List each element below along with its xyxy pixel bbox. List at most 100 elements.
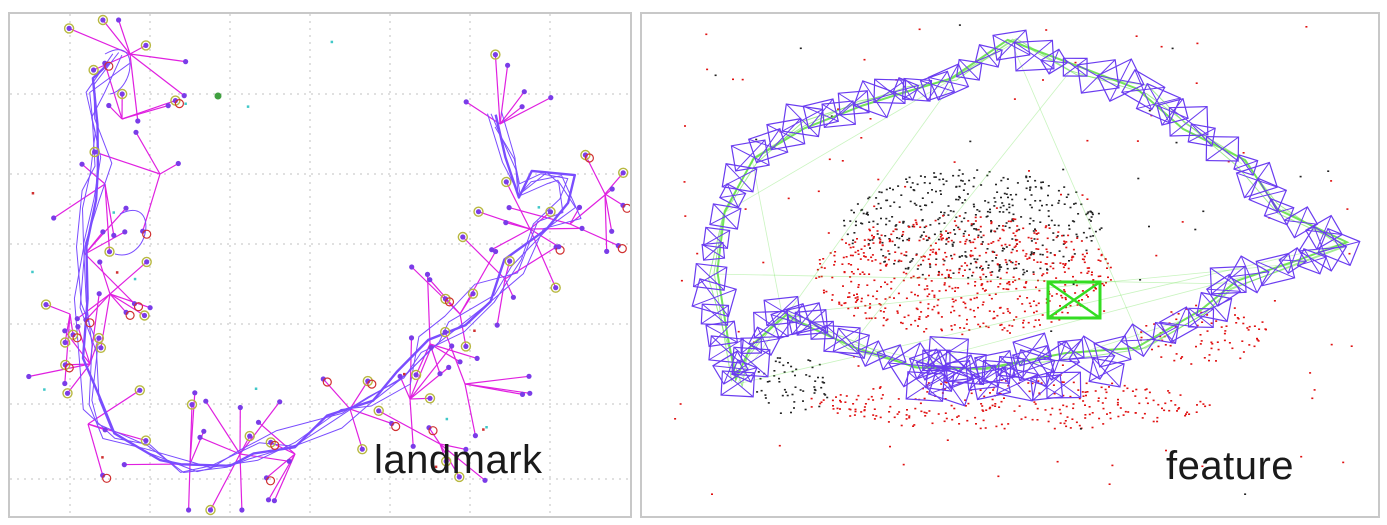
map-point [942,258,945,261]
map-point [1035,233,1038,235]
map-point [1059,422,1062,424]
map-point [778,361,781,364]
map-point [1216,341,1219,343]
map-point [971,254,974,257]
map-point [898,206,901,208]
map-point [958,195,961,198]
map-point [836,412,839,414]
map-point [1062,255,1065,258]
map-point [998,211,1001,213]
map-point [778,377,780,380]
map-point [949,210,952,212]
map-point [811,366,814,369]
keyframe [802,98,840,130]
map-point [937,274,940,276]
keyframe-frustum [722,163,757,193]
keyframe [1156,98,1189,126]
map-point [952,272,955,274]
map-point [1062,234,1065,237]
map-point [978,254,981,257]
map-point [910,276,913,279]
keyframe-image-plane [1011,349,1056,387]
keyframe-image-plane [692,262,728,291]
map-point [909,186,912,189]
map-point [1330,180,1333,182]
map-point [1045,225,1048,227]
map-point [1064,263,1067,265]
map-point [921,197,924,199]
observation-link [349,408,363,450]
map-point [813,388,816,391]
map-point [1140,331,1143,333]
map-point [768,380,771,383]
map-point [1027,236,1030,239]
map-point [1027,382,1030,384]
observation-link [499,65,509,125]
map-point [1006,263,1009,266]
map-point [1082,231,1085,234]
map-point [888,296,891,299]
map-point [907,314,910,317]
map-point [958,196,961,199]
map-point [832,408,835,410]
keyframe-frustum [1169,106,1209,137]
keyframe-frustum [902,78,932,102]
map-point [982,234,985,237]
map-point [950,325,953,327]
map-point [991,271,994,273]
observation-link [465,101,501,125]
landmark-marker [460,341,472,352]
map-point [940,211,942,213]
map-point [1210,322,1213,324]
map-point [981,405,984,407]
map-point [1018,278,1021,280]
map-point [1248,344,1251,346]
map-point [1025,187,1028,190]
map-point [1196,404,1198,406]
map-point [1086,198,1089,200]
map-point [925,204,928,207]
map-point [980,403,983,405]
observation-link [87,389,141,425]
landmark-marker [140,40,152,51]
map-point [989,392,991,394]
map-point [892,188,894,191]
map-point [1088,413,1091,416]
map-point [990,230,992,233]
map-point [706,68,709,71]
map-point [898,221,901,223]
map-point [1169,344,1172,347]
map-point [976,258,979,261]
map-point [1348,252,1351,255]
map-point [762,261,765,264]
map-point [1104,397,1107,399]
map-point [882,317,885,319]
keyframe-image-plane [1046,371,1082,399]
map-point [902,220,905,223]
map-point [865,317,868,320]
landmark-marker [104,246,115,257]
map-point [1092,235,1095,237]
map-point [839,408,841,410]
map-point [1061,296,1064,299]
map-point [869,247,871,249]
map-point [1063,289,1066,291]
map-point [973,228,976,230]
landmark-point [51,215,57,221]
map-point [1346,208,1349,210]
map-point [857,365,860,367]
map-point [974,281,977,283]
map-point [1076,237,1079,239]
map-point [1022,249,1025,252]
map-point [904,185,907,188]
keyframe-image-plane [1187,307,1215,329]
map-point [1029,254,1032,256]
map-point [999,283,1002,285]
map-point [1170,400,1173,402]
map-point [818,259,821,261]
map-point [1164,344,1167,346]
map-point [1028,170,1030,172]
map-point [951,287,954,290]
map-point [845,242,847,244]
map-point [985,325,988,328]
